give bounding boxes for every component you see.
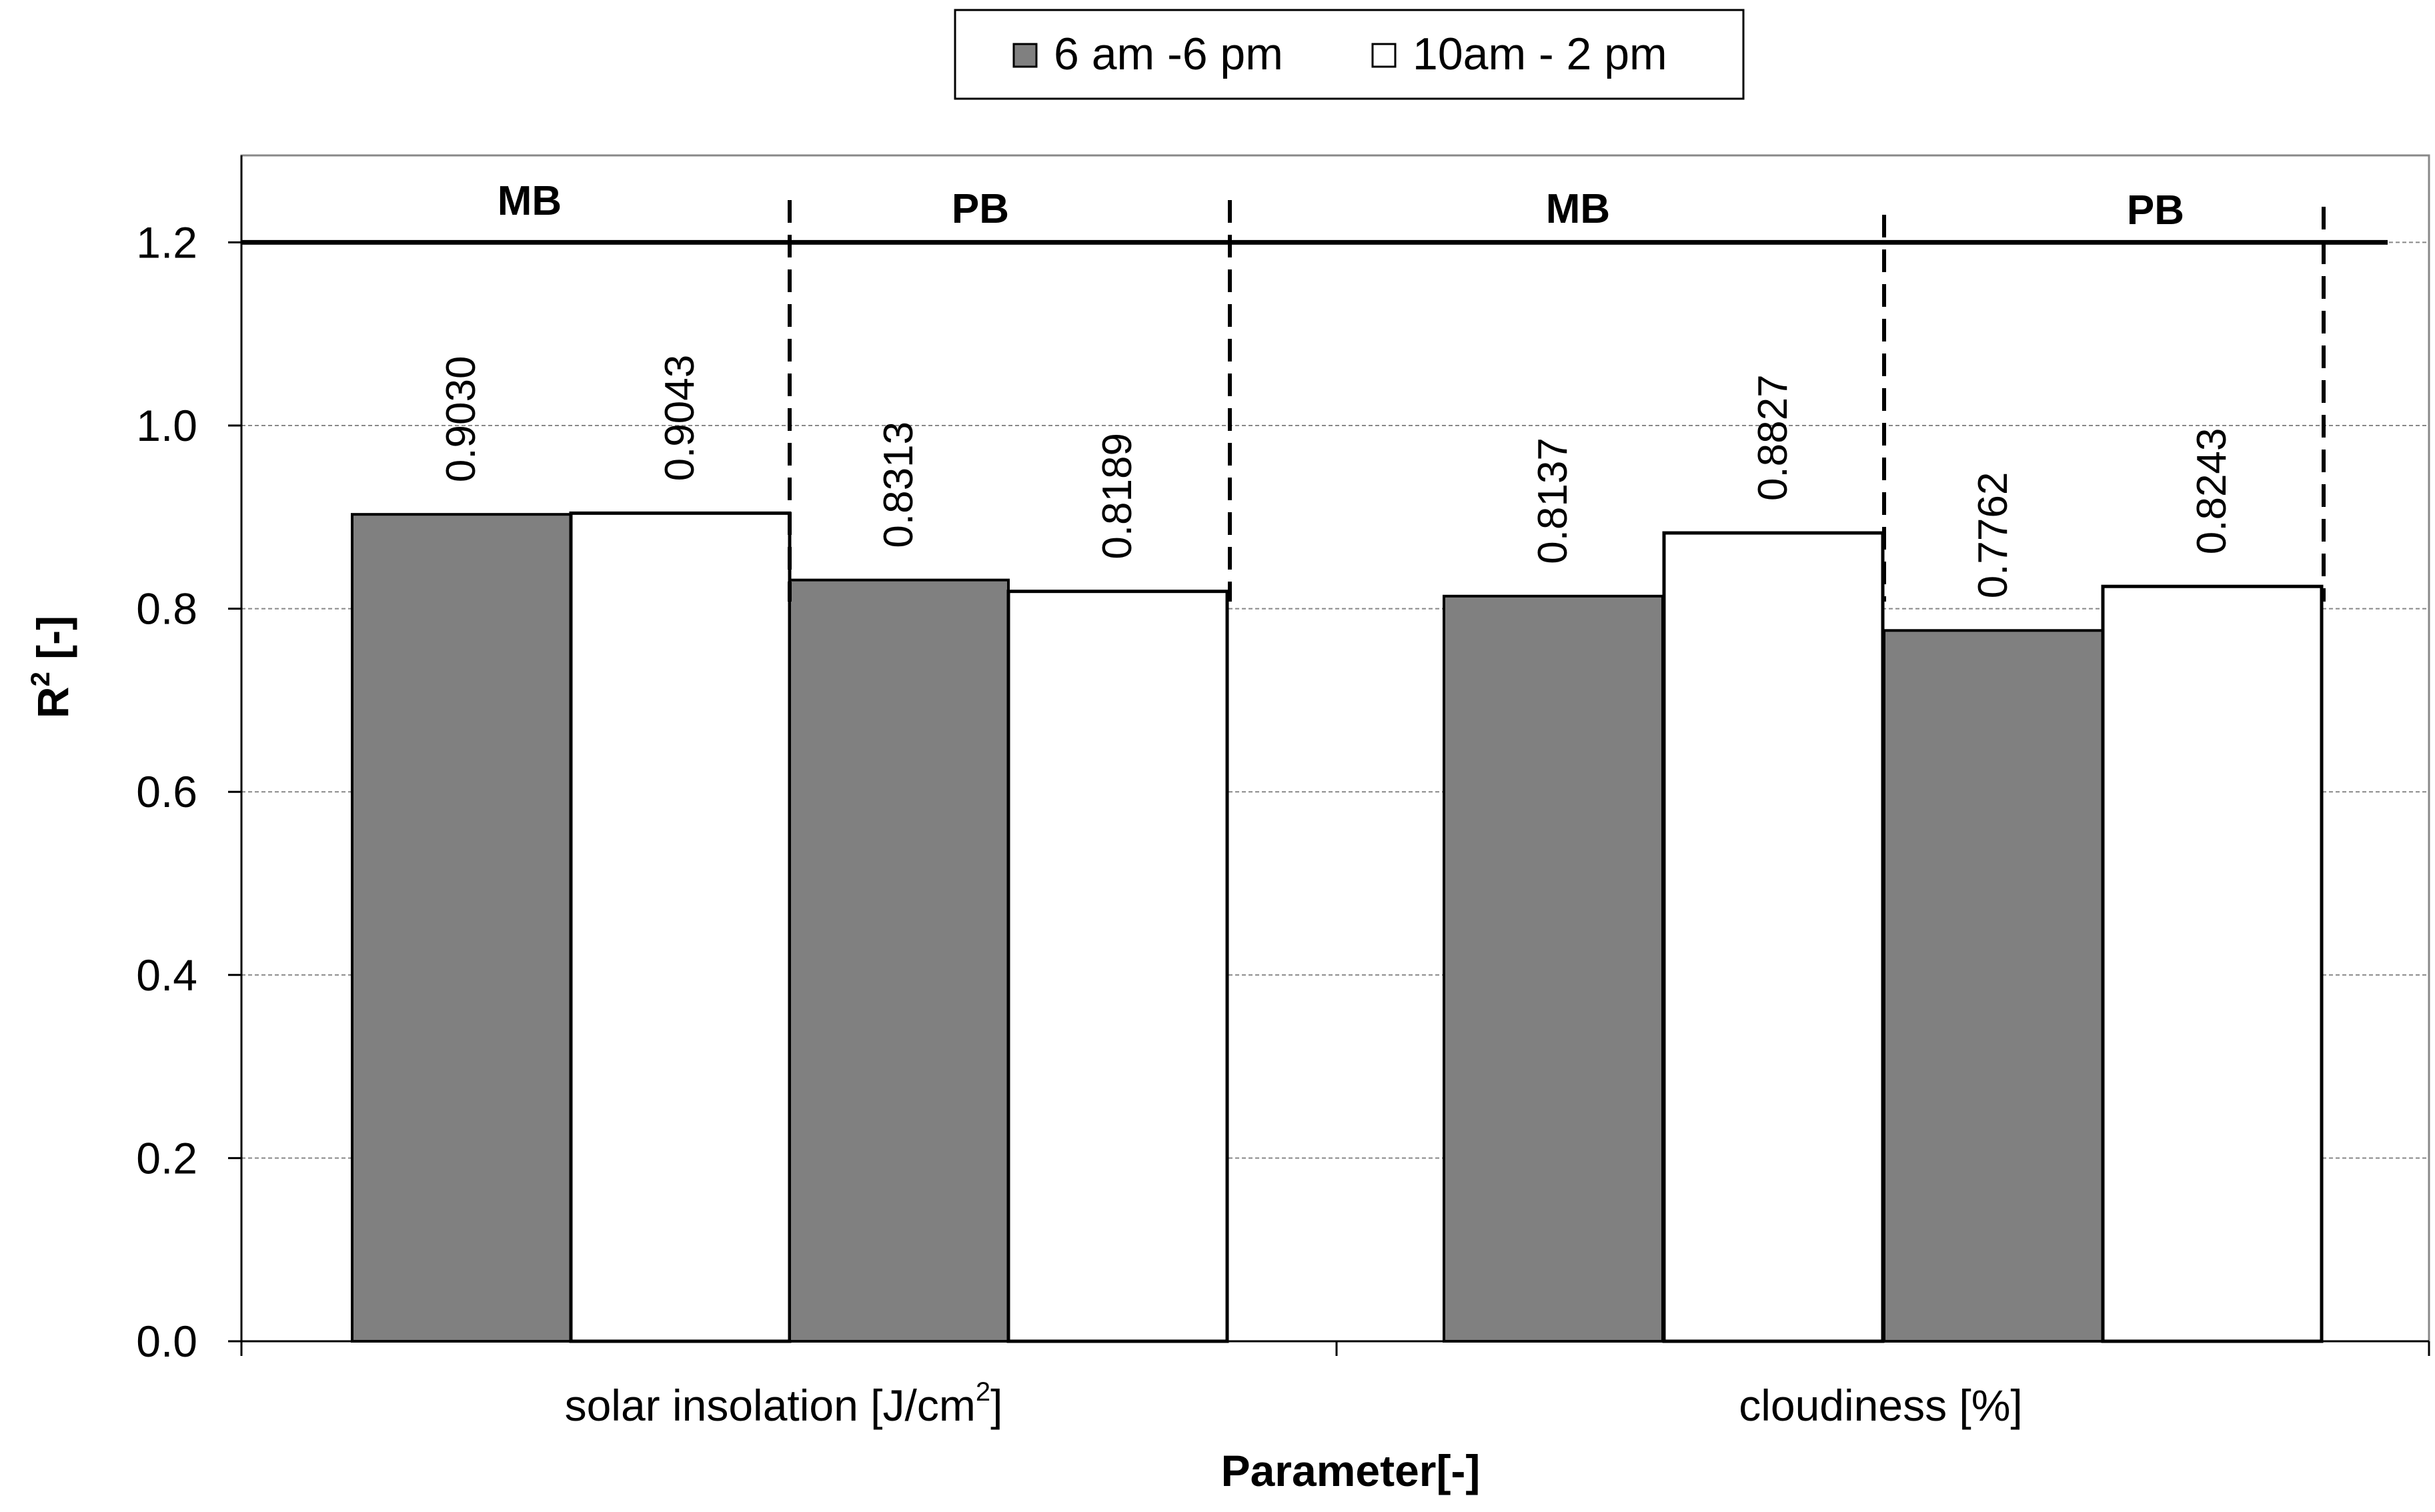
legend-label-series-1: 6 am -6 pm: [1054, 29, 1283, 79]
x-category-label-1: solar insolation [J/cm2]: [565, 1377, 1003, 1430]
y-tick-label: 0.4: [136, 950, 197, 1000]
x-axis-title: Parameter[-]: [1221, 1446, 1481, 1495]
bar-value-label: 0.8243: [2189, 428, 2235, 555]
bar-value-label: 0.8313: [876, 422, 922, 548]
group-label: MB: [1546, 186, 1610, 232]
bar: [569, 511, 792, 1343]
group-labels: MB PB MB PB: [498, 178, 2184, 233]
group-label: PB: [2127, 187, 2184, 233]
y-tick-labels: 0.0 0.2 0.4 0.6 0.8 1.0 1.2: [136, 217, 241, 1366]
y-tick-label: 0.8: [136, 584, 197, 634]
group-dividers: [241, 200, 2388, 602]
x-category-label-2: cloudiness [%]: [1739, 1381, 2023, 1430]
bar: [1006, 590, 1229, 1343]
bar: [2101, 584, 2324, 1343]
bar-value-label: 0.7762: [1970, 472, 2016, 599]
legend-label-series-2: 10am - 2 pm: [1413, 29, 1667, 79]
y-tick-label: 1.2: [136, 217, 197, 267]
y-tick-label: 0.6: [136, 767, 197, 816]
y-tick-label: 0.2: [136, 1133, 197, 1183]
bar: [1662, 531, 1885, 1343]
bar-value-label: 0.8137: [1530, 438, 1576, 564]
axes: [228, 155, 2430, 1356]
bars: [351, 511, 2324, 1343]
bar: [788, 578, 1010, 1343]
bar-labels: 0.9030 0.9043 0.8313 0.8189 0.8137 0.8827 0.77…: [438, 355, 2235, 599]
y-axis-title: R2 [-]: [26, 616, 77, 718]
bar-value-label: 0.8827: [1750, 374, 1796, 501]
group-label: MB: [498, 178, 562, 224]
bar: [351, 513, 572, 1343]
y-tick-label: 0.0: [136, 1317, 197, 1366]
group-label: PB: [952, 186, 1009, 232]
bar: [1883, 629, 2104, 1343]
y-tick-label: 1.0: [136, 401, 197, 450]
legend-swatch-series-2: [1371, 43, 1397, 68]
bar: [1443, 594, 1664, 1343]
legend-swatch-series-1: [1012, 43, 1038, 68]
legend: 6 am -6 pm 10am - 2 pm: [954, 9, 1745, 100]
bar-value-label: 0.9030: [438, 356, 484, 483]
bar-value-label: 0.9043: [657, 355, 703, 482]
bar-value-label: 0.8189: [1094, 433, 1140, 560]
legend-box: [954, 9, 1745, 100]
